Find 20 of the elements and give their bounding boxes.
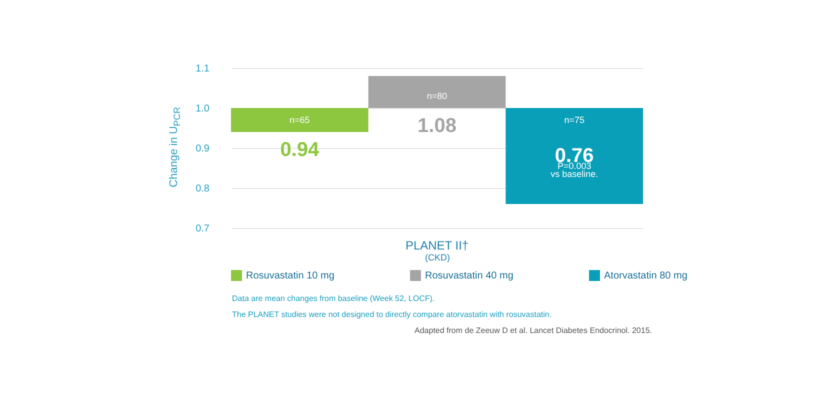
legend-label: Rosuvastatin 10 mg — [246, 270, 334, 282]
annotation: P=0.003 — [557, 161, 592, 171]
y-tick-label: 1.1 — [196, 64, 210, 74]
x-axis-title: (CKD) — [425, 252, 450, 262]
annotation: n=75 — [564, 115, 584, 125]
y-tick-label: 0.9 — [196, 144, 210, 154]
legend-label: Atorvastatin 80 mg — [604, 270, 688, 282]
text: Data are mean changes from baseline (Week 52, LOCF). — [232, 294, 436, 303]
x-tick-label: PLANET II† — [405, 238, 469, 252]
annotation: n=80 — [426, 91, 448, 101]
text: Adapted from de Zeeuw D et al. Lancet Diabetes Endocrinol. 2015. — [414, 326, 652, 335]
data-label: 0.94 — [280, 139, 320, 161]
annotation: n=65 — [290, 115, 310, 125]
legend-label: Rosuvastatin 40 mg — [425, 270, 514, 282]
annotation: vs baseline. — [550, 169, 598, 179]
text: The PLANET studies were not designed to directly compare atorvastatin with rosuvastatin. — [232, 310, 553, 319]
y-tick-label: 1.0 — [196, 104, 210, 114]
data-label: 1.08 — [418, 115, 456, 137]
y-tick-label: 0.8 — [196, 184, 210, 194]
y-tick-label: 0.7 — [196, 224, 210, 234]
